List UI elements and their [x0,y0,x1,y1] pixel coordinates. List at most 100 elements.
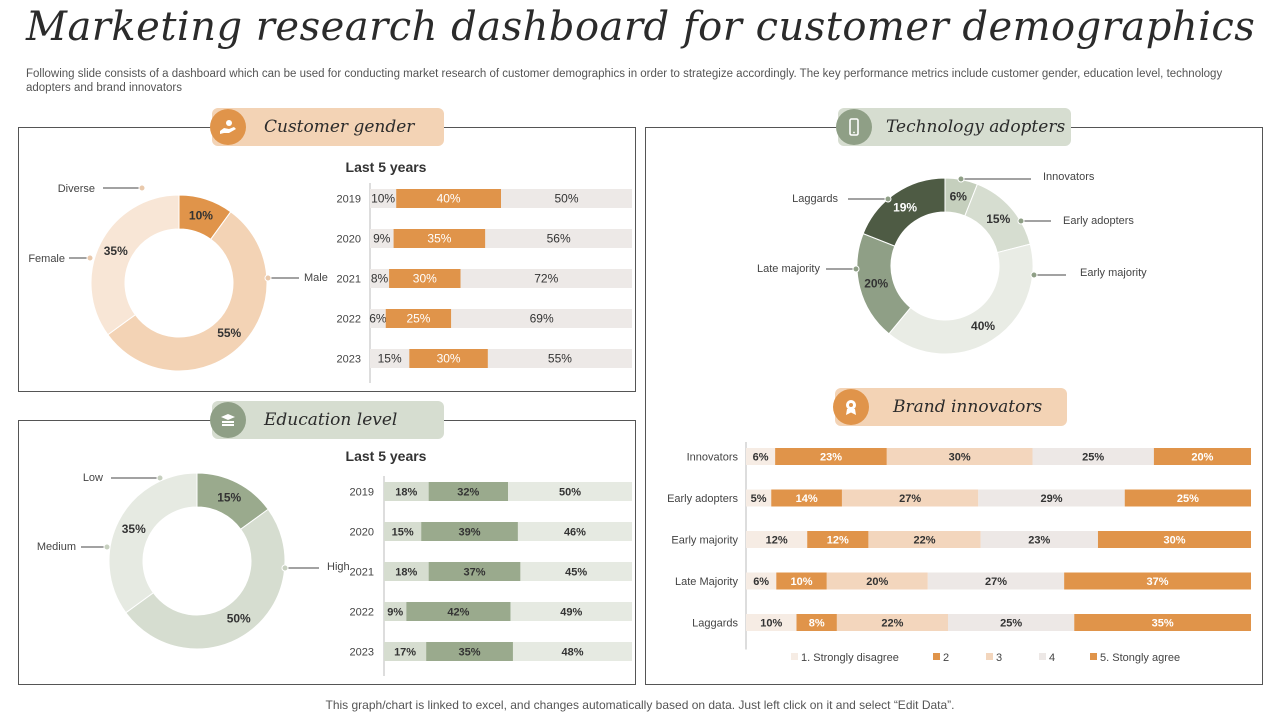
brand-bars-data-label-late-majority-2: 10% [791,576,813,588]
brand-legend-label-5-stongly-agree: 5. Stongly agree [1100,652,1180,664]
education-donut-category-label-medium: Medium [37,541,76,553]
education-bars-bar-2023-segment-3 [512,642,632,661]
brand-bars-category-label-late-majority: Late Majority [675,576,738,588]
education-bars-bar-2023-segment-2 [426,642,513,661]
gender-bars-data-label-2020-segment-1: 9% [373,232,391,246]
brand-bars-category-label-innovators: Innovators [687,452,739,464]
gender-bars-data-label-2021-segment-3: 72% [534,272,558,286]
brand-bars-bar-early-adopters-4 [978,489,1125,507]
education-donut-value-label-high: 50% [227,611,251,625]
gender-chart[interactable]: 10% Diverse 55% Male 35% Female Last 5 years 20… [19,128,635,391]
brand-legend-swatch-1-strongly-disagree [791,653,798,660]
education-bars-bar-2020-segment-1 [384,522,422,541]
right-panel: 6% Innovators 15% Early adopters 40% Early ma… [645,127,1263,685]
education-section-header: Education level [210,401,444,439]
brand-bars-bar-early-majority-4 [980,531,1098,548]
brand-bars-data-label-early-majority-3: 22% [914,535,936,547]
brand-legend-label-1-strongly-disagree: 1. Strongly disagree [801,652,899,664]
technology-donut-marker-late-majority [852,265,860,273]
brand-bars-bar-innovators-5-stongly-agree [1153,448,1251,465]
brand-legend-label-2: 2 [943,652,949,664]
gender-donut-category-label-female: Female [28,253,65,265]
education-bars-bar-2021-segment-3 [520,562,632,581]
gender-bars-bar-2022-segment-2 [385,309,452,328]
gender-bars-category-label-2019: 2019 [337,194,361,206]
brand-bars-data-label-laggards-1-strongly-disagree: 10% [760,618,782,630]
gender-donut-marker-female [86,254,94,262]
right-charts[interactable]: 6% Innovators 15% Early adopters 40% Early ma… [646,128,1262,684]
education-bars-bar-2019-segment-2 [428,482,508,501]
brand-bars-data-label-innovators-4: 25% [1082,452,1104,464]
gender-bars-bar-2021-segment-2 [389,269,461,288]
brand-bars-data-label-innovators-2: 23% [820,452,842,464]
education-bars-data-label-2021-segment-3: 45% [565,567,587,579]
brand-bars-bar-laggards-5-stongly-agree [1074,614,1251,631]
brand-bars-data-label-early-adopters-5-stongly-agree: 25% [1177,493,1199,505]
brand-bars-bar-early-majority-3 [868,531,981,548]
education-chart[interactable]: 15% Low 50% High 35% Medium Last 5 years 2019 18… [19,421,635,684]
brand-bars-bar-late-majority-2 [776,572,827,590]
education-donut-value-label-low: 15% [217,491,241,505]
gender-panel: 10% Diverse 55% Male 35% Female Last 5 years 20… [18,127,636,392]
education-bars-data-label-2019-segment-2: 32% [457,487,479,499]
education-bars-category-label-2022: 2022 [350,607,374,619]
gender-bars-bar-2019-segment-2 [396,189,501,208]
education-bars-category-label-2019: 2019 [350,487,374,499]
brand-bars-bar-early-majority-1-strongly-disagree [746,531,808,548]
book-stack-icon [210,402,246,438]
brand-legend-swatch-3 [986,653,993,660]
education-donut-slice-medium [108,472,198,614]
gender-bars-bar-2023-segment-1 [370,349,410,368]
gender-bars-bar-2019-segment-1 [370,189,397,208]
gender-bars-bar-2020-segment-2 [393,229,486,248]
education-bars-data-label-2023-segment-2: 35% [459,647,481,659]
education-bars-data-label-2019-segment-3: 50% [559,487,581,499]
technology-donut-marker-early-adopters [1017,217,1025,225]
education-bars-bar-2022-segment-3 [510,602,632,621]
education-bars-category-label-2020: 2020 [350,527,374,539]
education-bars-data-label-2023-segment-3: 48% [561,647,583,659]
brand-bars-data-label-early-majority-5-stongly-agree: 30% [1163,535,1185,547]
technology-donut-marker-innovators [957,175,965,183]
brand-bars-data-label-innovators-3: 30% [949,452,971,464]
education-bars-data-label-2020-segment-1: 15% [392,527,414,539]
brand-bars-bar-laggards-2 [796,614,837,631]
gender-bars-data-label-2019-segment-3: 50% [554,192,578,206]
brand-bars-data-label-laggards-2: 8% [809,618,825,630]
brand-legend-swatch-4 [1039,653,1046,660]
gender-bars-data-label-2020-segment-3: 56% [547,232,571,246]
brand-bars-bar-early-majority-5-stongly-agree [1097,531,1251,548]
education-bars-bar-2020-segment-3 [517,522,632,541]
gender-bars-data-label-2021-segment-1: 8% [371,272,389,286]
education-donut-category-label-low: Low [83,472,103,484]
brand-bars-category-label-early-adopters: Early adopters [667,493,738,505]
gender-donut-marker-male [264,274,272,282]
brand-bars-bar-early-adopters-5-stongly-agree [1124,489,1251,507]
gender-bars-bar-2021-segment-1 [370,269,390,288]
technology-section-header: Technology adopters [836,108,1071,146]
gender-bars-data-label-2023-segment-1: 15% [378,352,402,366]
brand-bars-bar-innovators-1-strongly-disagree [746,448,776,465]
gender-donut-value-label-male: 55% [217,326,241,340]
brand-bars-data-label-innovators-1-strongly-disagree: 6% [753,452,769,464]
gender-bars-category-label-2023: 2023 [337,354,361,366]
technology-donut-value-label-late-majority: 20% [864,277,888,291]
gender-bars-bar-2023-segment-2 [409,349,488,368]
education-bars-bar-2022-segment-2 [406,602,511,621]
education-bars-category-label-2023: 2023 [350,647,374,659]
brand-bars-data-label-early-majority-2: 12% [827,535,849,547]
gender-donut-marker-diverse [138,184,146,192]
brand-bars-bar-late-majority-1-strongly-disagree [746,572,777,590]
smartphone-icon [836,109,872,145]
education-bars-data-label-2022-segment-3: 49% [560,607,582,619]
gender-donut-slice-male [107,211,268,372]
page-title: Marketing research dashboard for custome… [26,4,1256,50]
technology-donut-category-label-late-majority: Late majority [757,263,820,275]
brand-bars-bar-innovators-4 [1032,448,1154,465]
education-bars-data-label-2020-segment-2: 39% [459,527,481,539]
brand-bars-bar-laggards-1-strongly-disagree [746,614,797,631]
education-donut-category-label-high: High [327,561,350,573]
education-section-title: Education level [264,410,398,430]
gender-bars-bar-2022-segment-3 [451,309,632,328]
brand-bars-bar-innovators-3 [886,448,1033,465]
